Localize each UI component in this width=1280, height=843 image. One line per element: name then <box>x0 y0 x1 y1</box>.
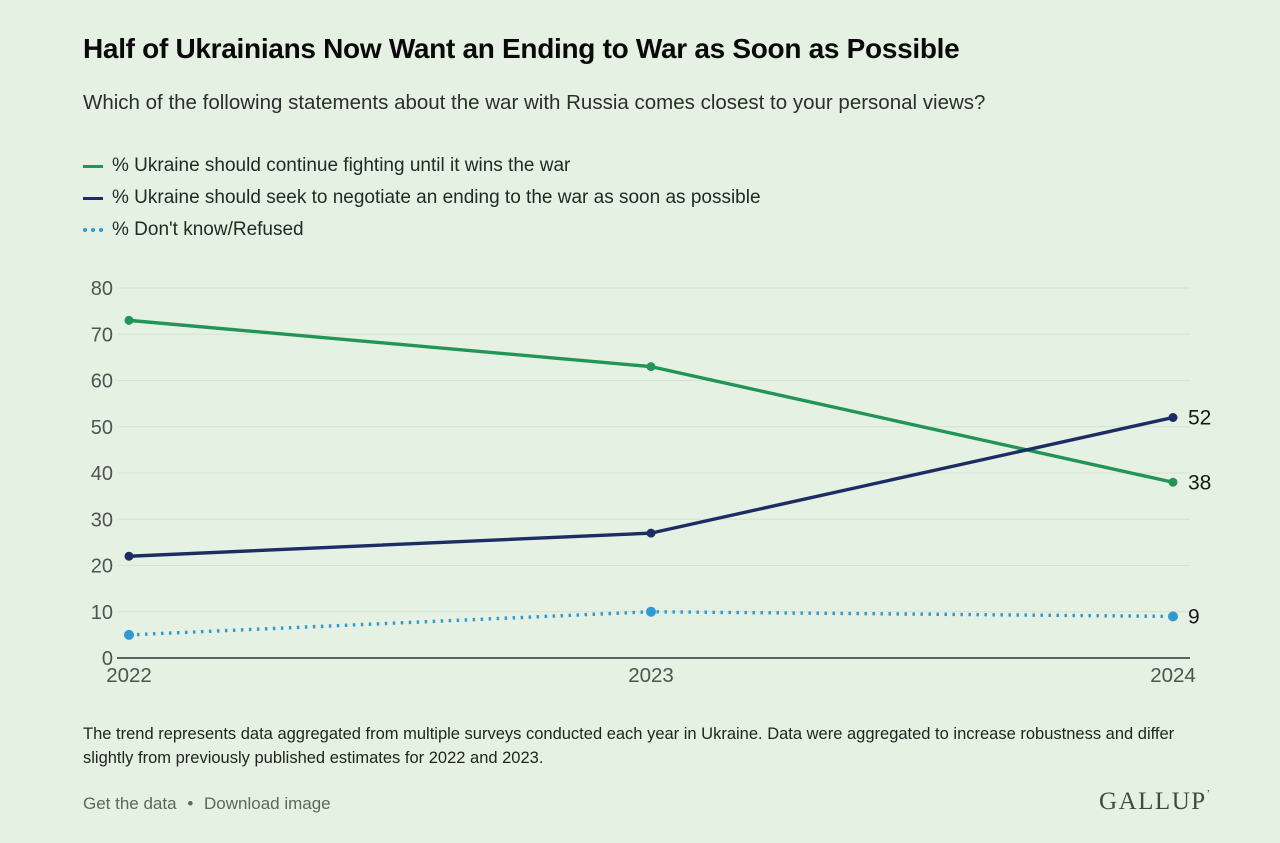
y-tick-label: 10 <box>91 602 113 624</box>
series-line-0 <box>128 318 1174 484</box>
series-end-value-label: 52 <box>1188 407 1211 430</box>
get-the-data-link[interactable]: Get the data <box>83 794 177 813</box>
data-point-marker <box>1168 413 1178 422</box>
chart-footnote: The trend represents data aggregated fro… <box>83 725 1175 767</box>
y-tick-label: 0 <box>102 648 113 670</box>
legend-swatch-navy-line-icon <box>83 196 103 200</box>
data-point-marker <box>1168 477 1178 487</box>
data-point-marker <box>1168 611 1178 622</box>
page-footer: Get the data • Download image GALLUPʼ <box>83 788 1210 816</box>
y-tick-label: 80 <box>91 278 113 300</box>
legend-label: % Ukraine should seek to negotiate an en… <box>112 187 761 208</box>
legend-item-continue-fighting: % Ukraine should continue fighting until… <box>83 150 761 182</box>
legend-item-negotiate-ending: % Ukraine should seek to negotiate an en… <box>83 182 761 214</box>
legend-swatch-dotted-blue-line-icon <box>83 228 103 232</box>
x-tick-label: 2024 <box>1150 664 1196 687</box>
chart-question-subtitle: Which of the following statements about … <box>83 91 986 114</box>
x-tick-label: 2022 <box>106 664 152 687</box>
legend-item-dont-know: % Don't know/Refused <box>83 214 761 246</box>
x-tick-label: 2023 <box>628 664 674 687</box>
footer-links: Get the data • Download image <box>83 794 331 814</box>
page-title: Half of Ukrainians Now Want an Ending to… <box>83 33 960 64</box>
y-tick-label: 30 <box>91 509 113 531</box>
y-tick-label: 70 <box>91 324 113 346</box>
series-end-value-label: 38 <box>1188 471 1211 494</box>
data-point-marker <box>124 629 134 640</box>
data-point-marker <box>646 528 656 538</box>
trend-line-chart: 0 10 20 30 40 50 60 70 80 2022 2023 2024 38 52 9 <box>91 278 1212 687</box>
data-point-marker <box>124 551 134 561</box>
data-point-marker <box>646 362 656 372</box>
link-separator: • <box>187 794 194 813</box>
chart-legend: % Ukraine should continue fighting until… <box>83 150 761 246</box>
legend-label: % Don't know/Refused <box>112 219 304 240</box>
y-tick-label: 20 <box>91 556 113 578</box>
gallup-logo: GALLUPʼ <box>1099 788 1210 815</box>
series-end-value-label: 9 <box>1188 605 1200 628</box>
y-tick-label: 50 <box>91 417 113 439</box>
legend-swatch-green-line-icon <box>83 164 103 168</box>
download-image-link[interactable]: Download image <box>204 794 331 813</box>
y-tick-label: 60 <box>91 371 113 393</box>
legend-label: % Ukraine should continue fighting until… <box>112 155 571 176</box>
y-tick-label: 40 <box>91 463 113 485</box>
data-point-marker <box>124 315 134 325</box>
trademark-mark: ʼ <box>1206 789 1210 800</box>
data-point-marker <box>646 606 656 617</box>
